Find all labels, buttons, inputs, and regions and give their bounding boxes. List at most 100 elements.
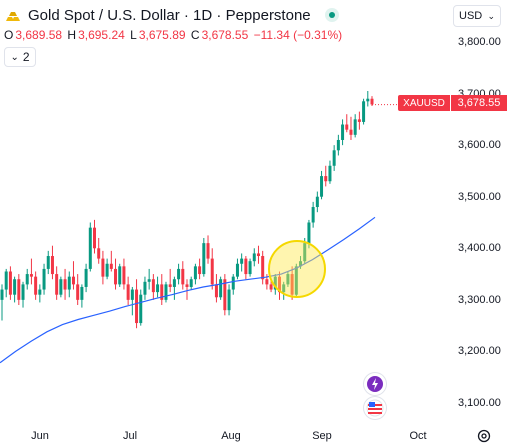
economic-events-button[interactable] [364,397,386,419]
candle-body [0,289,4,300]
symbol-price-tag: XAUUSD [398,95,450,111]
candle-body [214,284,218,298]
time-axis[interactable]: Jun Jul Aug Sep Oct [0,425,507,446]
candle-body [273,276,277,290]
candle-body [42,268,46,290]
candle-body [231,276,235,290]
gear-icon[interactable] [476,428,492,444]
candle-body [17,279,21,300]
candle-body [282,284,286,293]
candle-body [315,196,319,208]
candle-body [105,263,109,277]
candle-body [303,243,307,262]
candle-body [101,258,105,277]
high-label: H [67,28,77,42]
candle-body [357,119,361,122]
candle-body [328,165,332,182]
highlight-circle [268,240,326,298]
candle-body [223,279,227,311]
candle-body [290,274,294,295]
candle-body [362,101,366,122]
candle-body [370,98,374,105]
candle-body [299,261,303,267]
candle-body [324,176,328,182]
candle-body [84,268,88,287]
candle-body [71,276,75,285]
candle-body [294,266,298,295]
candle-body [353,119,357,135]
candle-body [240,258,244,264]
candle-body [168,284,172,287]
open-value: 3,689.58 [15,28,63,42]
candle-body [244,258,248,275]
candle-body [265,279,269,285]
candle-body [76,284,80,300]
candle-body [46,256,50,269]
close-value: 3,678.55 [201,28,249,42]
candle-body [13,279,17,295]
candle-body [114,268,118,285]
time-tick-label: Aug [221,430,241,442]
candle-body [227,289,231,311]
price-tick-label: 3,100.00 [458,397,501,409]
candle-body [8,271,12,295]
candle-body [4,271,8,290]
low-label: L [130,28,137,42]
price-tick-label: 3,200.00 [458,345,501,358]
candle-body [172,279,176,287]
indicators-toggle-button[interactable]: ⌄ 2 [4,47,36,67]
candle-body [219,279,223,298]
candle-body [59,279,63,295]
moving-average-line [0,216,376,364]
candle-body [286,274,290,285]
candle-body [135,289,139,324]
currency-dropdown[interactable]: USD ⌄ [453,5,501,27]
candle-body [206,243,210,259]
candle-body [248,261,252,275]
price-axis[interactable]: 3,800.00 3,700.00 3,600.00 3,500.00 3,400.00… [450,0,507,425]
candle-body [97,248,101,259]
time-tick-label: Jun [31,430,49,442]
price-tick-label: 3,600.00 [458,139,501,152]
currency-label: USD [459,10,483,22]
price-tick-label: 3,300.00 [458,293,501,306]
symbol-title-row[interactable]: Gold Spot / U.S. Dollar · 1D · Peppersto… [4,5,339,25]
price-tick-label: 3,800.00 [458,36,501,48]
candle-body [93,227,96,249]
open-label: O [4,28,14,42]
candlestick-chart[interactable] [0,0,450,425]
candle-body [55,274,59,295]
candle-body [38,289,42,295]
flash-news-button[interactable] [364,373,386,395]
symbol-title: Gold Spot / U.S. Dollar · 1D · Peppersto… [28,6,311,24]
candle-body [198,266,202,275]
chart-header: Gold Spot / U.S. Dollar · 1D · Peppersto… [0,0,450,70]
candle-body [122,266,126,285]
price-tick-label: 3,500.00 [458,190,501,203]
candle-body [235,263,239,277]
candle-body [164,284,168,300]
candle-body [269,284,273,290]
candle-body [156,284,160,293]
time-tick-label: Jul [122,430,138,442]
candle-body [311,207,315,223]
candle-body [109,263,113,269]
candle-body [50,256,54,275]
last-price-tag: 3,678.55 [451,95,507,111]
candle-body [210,258,214,285]
candle-body [332,150,336,166]
candle-body [151,279,155,293]
time-tick-label: Sep [312,430,332,442]
candle-body [189,279,193,287]
low-value: 3,675.89 [138,28,186,42]
candle-body [366,98,370,102]
candle-body [177,268,181,280]
candle-body [307,222,311,244]
price-tick-label: 3,400.00 [458,242,501,255]
high-value: 3,695.24 [78,28,125,42]
candle-body [336,139,340,151]
change-value: −11.34 (−0.31%) [253,28,343,42]
candle-body [67,276,71,290]
gold-bars-icon [6,12,20,21]
us-flag-icon [366,399,384,417]
